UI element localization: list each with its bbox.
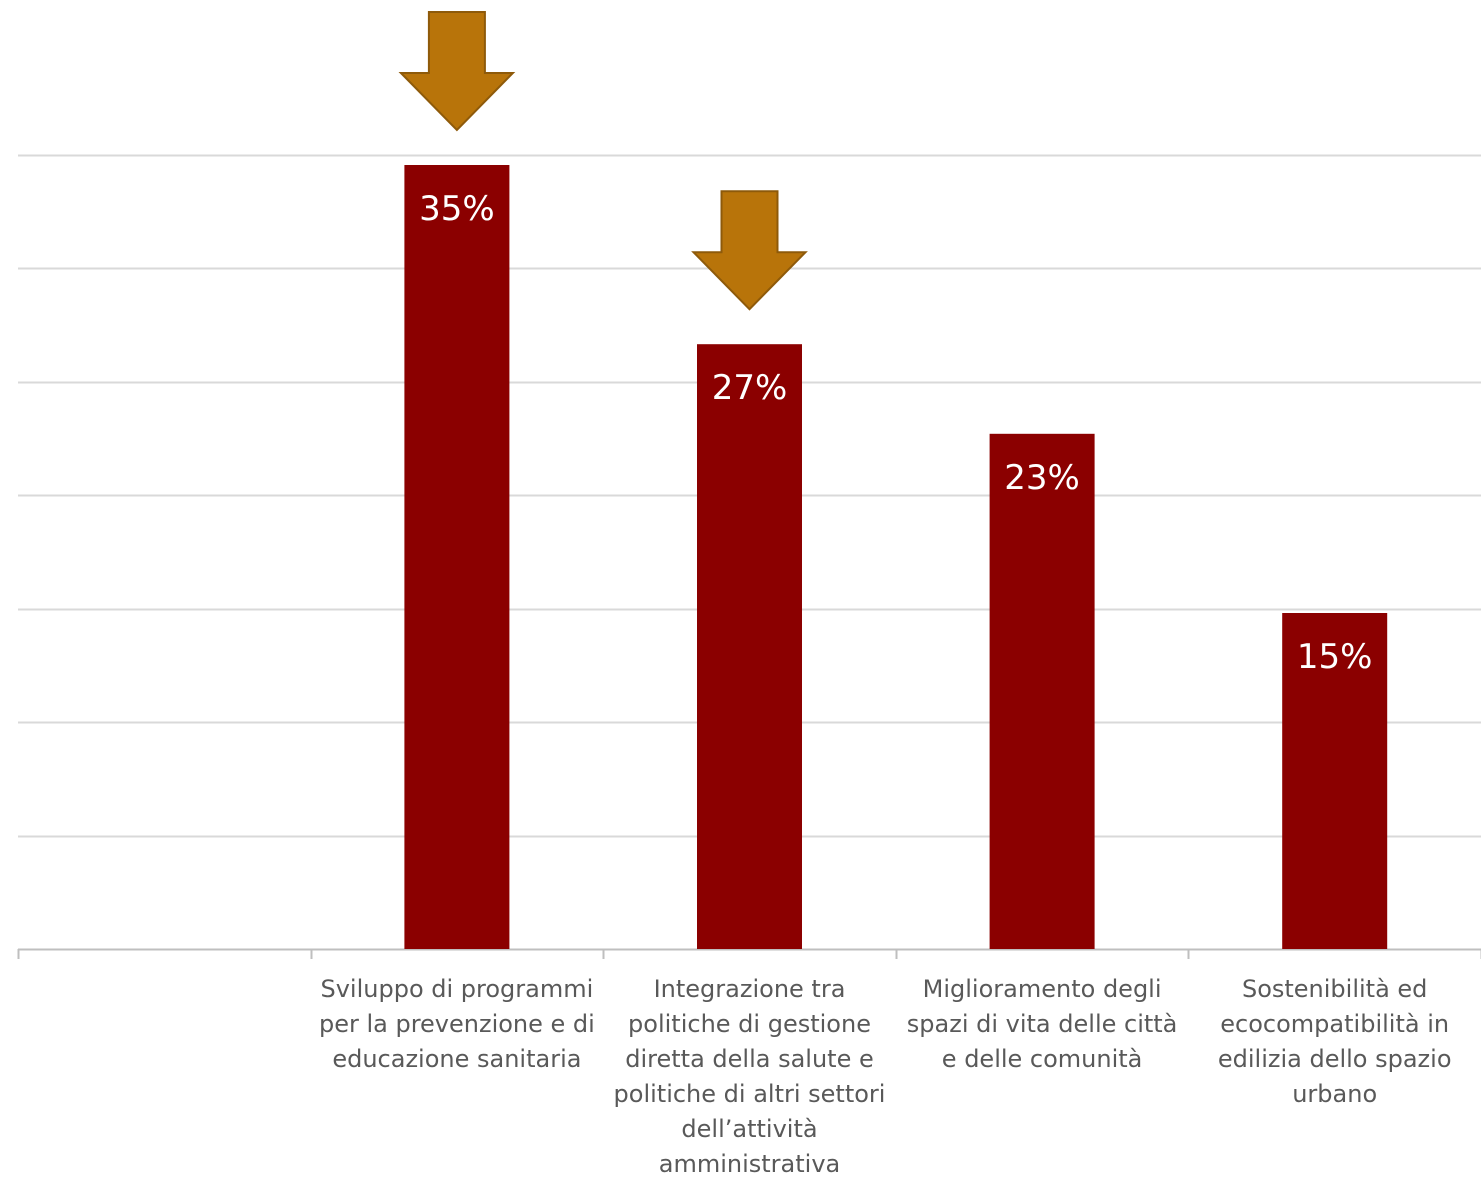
value-labels: 35% 27% 23% 15% [419, 189, 1372, 677]
category-label: Integrazione tra politiche di gestione d… [605, 972, 895, 1182]
down-arrow-icon [694, 191, 806, 309]
bar-value-label: 15% [1297, 637, 1373, 677]
bar-value-label: 27% [712, 368, 788, 408]
bars [404, 165, 1387, 949]
bar [404, 165, 509, 949]
bar [990, 434, 1095, 949]
bar-value-label: 35% [419, 189, 495, 229]
category-label: Sviluppo di programmi per la prevenzione… [312, 972, 602, 1077]
category-label: Miglioramento degli spazi di vita delle … [897, 972, 1187, 1077]
x-axis [18, 949, 1481, 959]
category-label: Sostenibilità ed ecocompatibilità in edi… [1190, 972, 1480, 1112]
bar-value-label: 23% [1004, 458, 1080, 498]
bar [697, 344, 802, 949]
down-arrow-icon [401, 12, 513, 130]
